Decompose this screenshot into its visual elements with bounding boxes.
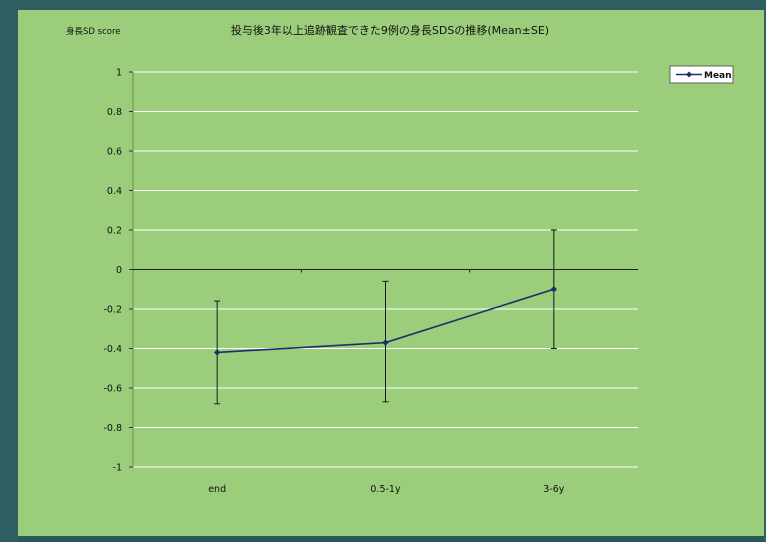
legend-marker-swatch xyxy=(686,71,692,78)
data-point-2 xyxy=(550,286,558,293)
y-tick-label-10: -1 xyxy=(113,463,122,474)
data-points xyxy=(213,286,558,356)
y-tick-labels: 1 0.8 0.6 0.4 0.2 0 -0.2 -0.4 -0.6 -0.8 -1 xyxy=(103,68,133,474)
x-tick-label-2: 3-6y xyxy=(543,484,565,495)
chart-panel xyxy=(18,10,764,536)
y-tick-label-0: 1 xyxy=(116,68,122,79)
x-tick-labels: end 0.5-1y 3-6y xyxy=(208,484,565,495)
y-tick-label-9: -0.8 xyxy=(103,423,122,434)
x-tick-label-0: end xyxy=(208,484,226,495)
y-axis-label: 身長SD score xyxy=(66,26,120,37)
chart-title: 投与後3年以上追跡観査できた9例の身長SDSの推移(Mean±SE) xyxy=(231,23,549,37)
y-tick-label-8: -0.6 xyxy=(103,384,122,395)
y-tick-label-6: -0.2 xyxy=(103,305,122,316)
data-point-1 xyxy=(382,339,389,346)
y-tick-label-5: 0 xyxy=(116,265,122,276)
axes xyxy=(132,72,638,467)
legend-label-mean: Mean xyxy=(704,71,732,81)
legend: Mean xyxy=(669,65,734,84)
y-tick-label-7: -0.4 xyxy=(103,344,122,355)
y-tick-label-2: 0.6 xyxy=(107,147,122,158)
x-tick-label-1: 0.5-1y xyxy=(370,484,401,495)
data-point-0 xyxy=(213,349,221,356)
y-tick-label-4: 0.2 xyxy=(107,226,122,237)
y-tick-label-3: 0.4 xyxy=(107,186,122,197)
y-tick-label-1: 0.8 xyxy=(107,107,122,118)
error-bars xyxy=(214,229,557,405)
panel-bottom-edge xyxy=(18,536,764,542)
